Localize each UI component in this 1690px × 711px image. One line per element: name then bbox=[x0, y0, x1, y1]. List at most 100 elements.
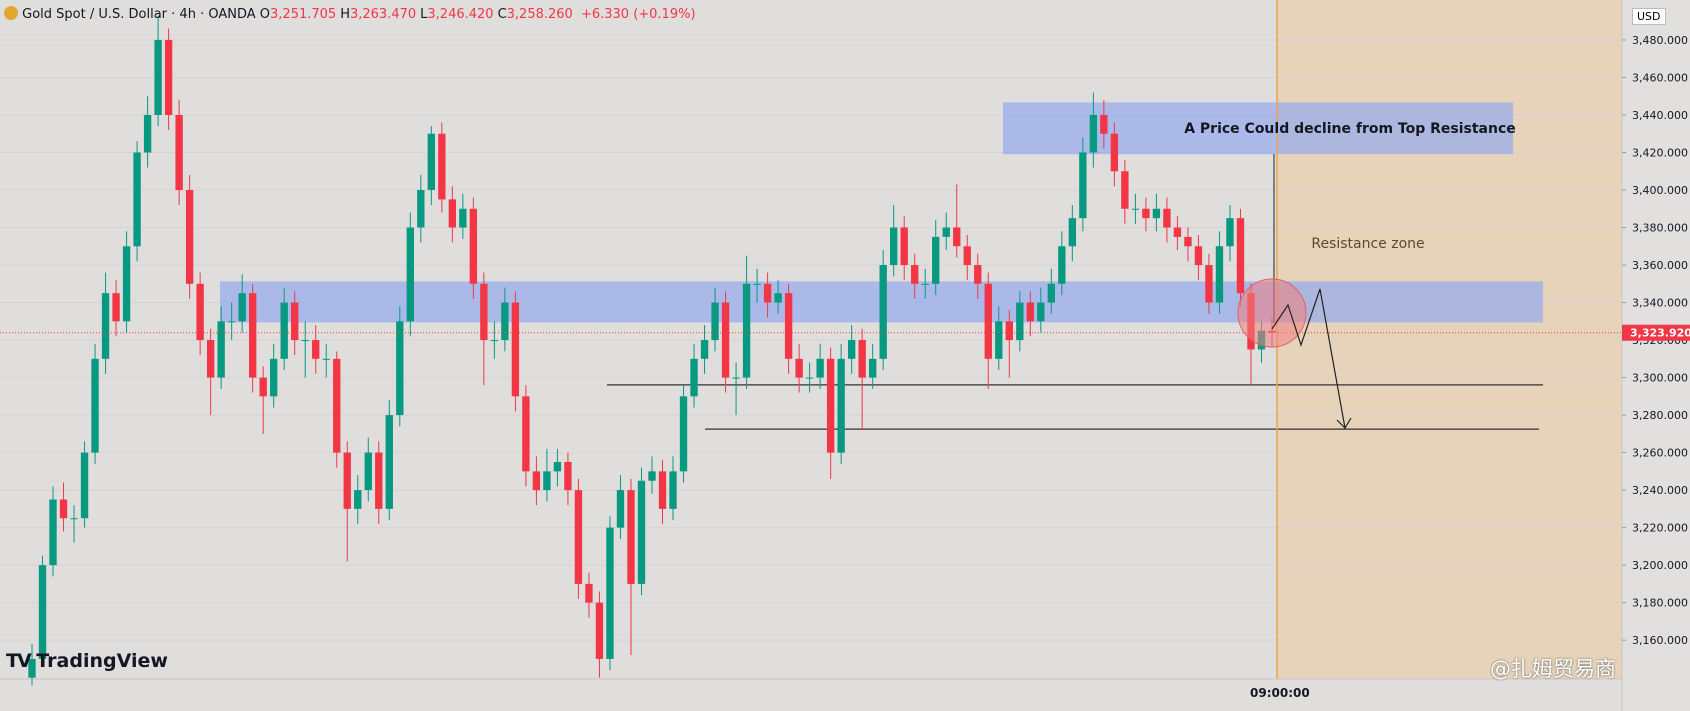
candle-body bbox=[858, 340, 866, 378]
candle-body bbox=[312, 340, 320, 359]
candle-body bbox=[690, 358, 698, 397]
candle-body bbox=[333, 358, 341, 453]
candle-body bbox=[1110, 133, 1119, 172]
candle-body bbox=[1058, 246, 1066, 284]
candle-body bbox=[732, 377, 740, 379]
candle-body bbox=[1163, 208, 1171, 228]
y-tick-label: 3,360.000 bbox=[1632, 259, 1688, 272]
candle-body bbox=[679, 396, 688, 472]
candle-body bbox=[616, 490, 625, 528]
candle-body bbox=[574, 490, 583, 584]
candle-body bbox=[396, 321, 404, 416]
candle-body bbox=[280, 302, 288, 359]
candle-body bbox=[900, 227, 908, 266]
candle-body bbox=[911, 265, 919, 284]
candle-body bbox=[1194, 246, 1203, 266]
candle-body bbox=[417, 190, 425, 228]
ohlc-key: O bbox=[259, 7, 271, 22]
candle-body bbox=[480, 283, 488, 341]
candle-body bbox=[270, 358, 278, 397]
candle-body bbox=[1047, 283, 1055, 303]
candle-body bbox=[837, 358, 845, 453]
candle-body bbox=[637, 480, 646, 584]
candle-body bbox=[784, 293, 793, 359]
price-tag-label: 3,323.920 bbox=[1630, 327, 1690, 340]
price-tag bbox=[1622, 324, 1690, 341]
y-tick-label: 3,380.000 bbox=[1632, 222, 1688, 235]
y-tick-label: 3,280.000 bbox=[1632, 409, 1688, 422]
candle-body bbox=[59, 499, 68, 519]
candle-body bbox=[816, 358, 824, 378]
candle-body bbox=[364, 452, 372, 491]
candle-body bbox=[1152, 208, 1161, 219]
candle-body bbox=[553, 461, 562, 472]
candle-body bbox=[721, 302, 730, 378]
projection-arrow bbox=[1336, 417, 1352, 429]
candle-body bbox=[164, 39, 173, 115]
candle-body bbox=[890, 227, 898, 266]
candle-body bbox=[217, 321, 225, 378]
candle-body bbox=[343, 452, 351, 509]
candle-body bbox=[648, 471, 656, 481]
projection-path bbox=[1271, 288, 1346, 429]
y-tick-label: 3,300.000 bbox=[1632, 372, 1688, 385]
candle-body bbox=[1079, 152, 1087, 219]
candle-body bbox=[1026, 302, 1034, 322]
candle-body bbox=[753, 283, 761, 285]
candle-body bbox=[80, 452, 89, 519]
y-tick-label: 3,220.000 bbox=[1632, 522, 1688, 535]
currency[interactable]: USD bbox=[1632, 8, 1666, 25]
candle-body bbox=[101, 293, 110, 359]
candle-body bbox=[1121, 171, 1129, 209]
candle-body bbox=[469, 208, 478, 284]
candle-body bbox=[953, 227, 961, 247]
y-tick-label: 3,440.000 bbox=[1632, 109, 1688, 122]
candle-body bbox=[669, 471, 677, 509]
ohlc-key: H bbox=[340, 7, 350, 22]
candle-body bbox=[427, 133, 435, 191]
candle-body bbox=[154, 39, 162, 115]
ohlc-key: L bbox=[420, 7, 428, 22]
annotation: A Price Could decline from Top Resistanc… bbox=[1184, 121, 1516, 137]
y-tick-label: 3,240.000 bbox=[1632, 484, 1688, 497]
candle-body bbox=[143, 114, 152, 153]
candle-body bbox=[658, 471, 667, 509]
candle-body bbox=[133, 152, 141, 247]
y-tick-label: 3,480.000 bbox=[1632, 34, 1688, 47]
candle-body bbox=[1037, 302, 1045, 322]
ohlc-value: 3,251.705 bbox=[270, 7, 337, 22]
candle-body bbox=[1215, 246, 1224, 303]
candle-body bbox=[595, 602, 604, 659]
branding: TV TradingView bbox=[6, 650, 168, 672]
candle-body bbox=[1184, 236, 1192, 247]
candle-body bbox=[847, 340, 856, 359]
candle-body bbox=[206, 340, 215, 378]
candle-body bbox=[700, 340, 709, 359]
candle-body bbox=[1100, 114, 1108, 134]
candle-body bbox=[238, 293, 246, 322]
candle-body bbox=[585, 583, 593, 603]
candle-body bbox=[91, 358, 99, 453]
ohlc-value: 3,246.420 bbox=[427, 7, 494, 22]
ohlc-value: 3,263.470 bbox=[349, 7, 417, 22]
legend-header: Gold Spot / U.S. Dollar · 4h · OANDA O3,… bbox=[4, 6, 700, 22]
candle-body bbox=[942, 227, 950, 237]
candle-body bbox=[984, 283, 992, 359]
change: +6.330 (+0.19%) bbox=[580, 7, 696, 22]
zone bbox=[1003, 102, 1513, 155]
symbol: Gold Spot / U.S. Dollar · 4h · OANDA bbox=[22, 7, 256, 22]
candle-body bbox=[1068, 218, 1077, 247]
candle-body bbox=[70, 518, 78, 520]
candle-body bbox=[1142, 208, 1150, 219]
candle-body bbox=[448, 199, 457, 228]
candle-body bbox=[1016, 302, 1024, 341]
candle-body bbox=[122, 246, 131, 322]
highlight-circle bbox=[1237, 278, 1307, 348]
candle-body bbox=[1236, 218, 1245, 294]
candle-body bbox=[826, 358, 835, 453]
candle-body bbox=[375, 452, 383, 509]
candle-body bbox=[385, 415, 393, 509]
candle-body bbox=[490, 340, 499, 342]
